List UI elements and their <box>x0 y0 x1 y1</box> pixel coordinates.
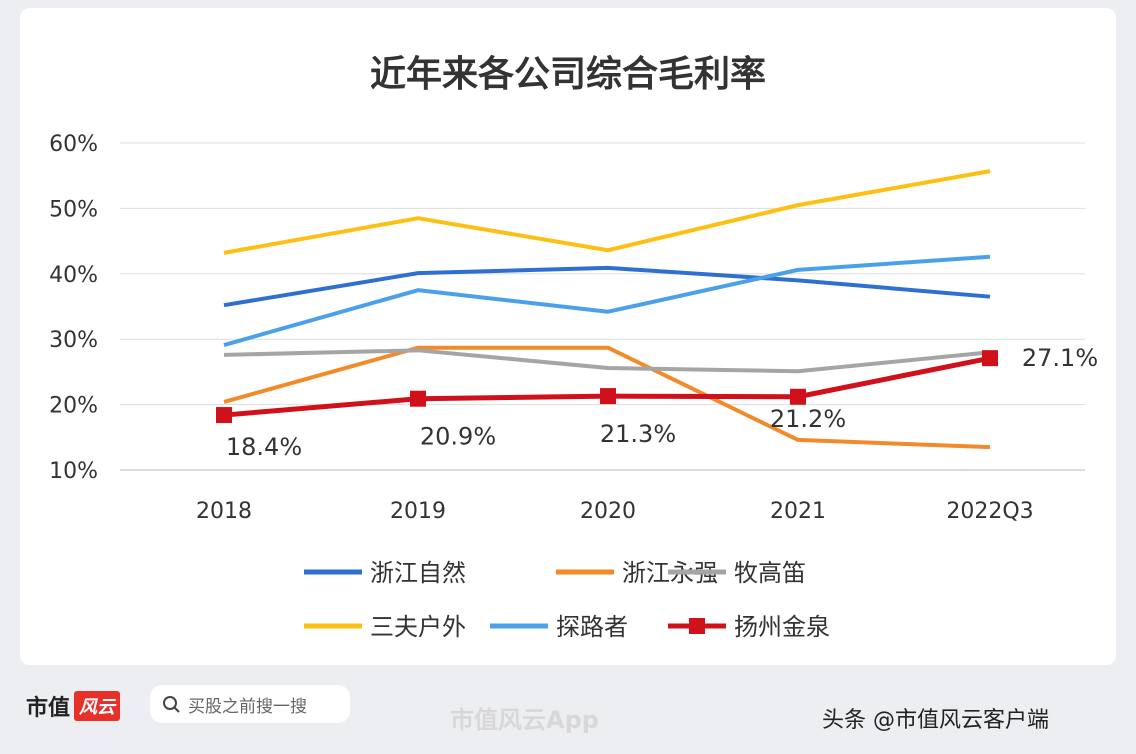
search-box[interactable]: 买股之前搜一搜 <box>150 685 350 723</box>
x-tick-label: 2018 <box>196 499 252 524</box>
legend-label: 三夫户外 <box>370 613 466 641</box>
source-credit: 头条 @市值风云客户端 <box>822 708 1049 733</box>
series-line <box>223 348 991 374</box>
chart-card <box>20 8 1116 665</box>
x-tick-label: 2022Q3 <box>946 499 1033 524</box>
y-tick-label: 40% <box>49 263 98 288</box>
brand-logo: 市值 风云 <box>26 690 121 722</box>
brand-text: 市值 <box>26 696 71 721</box>
y-tick-label: 10% <box>49 459 98 484</box>
line-chart: 近年来各公司综合毛利率 10% 20% 30% 40% 50% 60% 2018 2019 202… <box>49 54 1098 641</box>
x-tick-label: 2019 <box>390 499 446 524</box>
data-point <box>216 407 232 424</box>
data-point <box>410 390 426 407</box>
y-tick-label: 60% <box>49 132 98 157</box>
data-label: 21.2% <box>770 405 846 433</box>
legend-label: 探路者 <box>556 613 628 641</box>
data-point <box>982 350 998 367</box>
brand-badge: 风云 <box>74 691 121 721</box>
x-tick-label: 2021 <box>770 499 826 524</box>
y-tick-label: 30% <box>49 328 98 353</box>
data-point <box>600 388 616 405</box>
y-tick-label: 50% <box>49 197 98 222</box>
x-tick-label: 2020 <box>580 499 636 524</box>
search-icon <box>163 696 180 713</box>
search-placeholder: 买股之前搜一搜 <box>188 696 307 717</box>
legend-marker <box>689 618 705 634</box>
series-line <box>223 254 991 348</box>
legend-label: 浙江自然 <box>370 559 466 587</box>
watermark: 市值风云App <box>450 706 599 734</box>
data-label: 20.9% <box>420 423 496 451</box>
data-label: 27.1% <box>1022 344 1098 372</box>
series-line <box>223 345 991 450</box>
y-tick-label: 20% <box>49 394 98 419</box>
legend-label: 扬州金泉 <box>734 613 830 641</box>
data-label: 18.4% <box>226 433 302 461</box>
series-line <box>223 169 991 255</box>
data-point <box>790 388 806 405</box>
series-line <box>223 265 991 308</box>
legend-label: 牧高笛 <box>734 559 806 587</box>
data-label: 21.3% <box>600 420 676 448</box>
chart-title: 近年来各公司综合毛利率 <box>370 54 766 95</box>
